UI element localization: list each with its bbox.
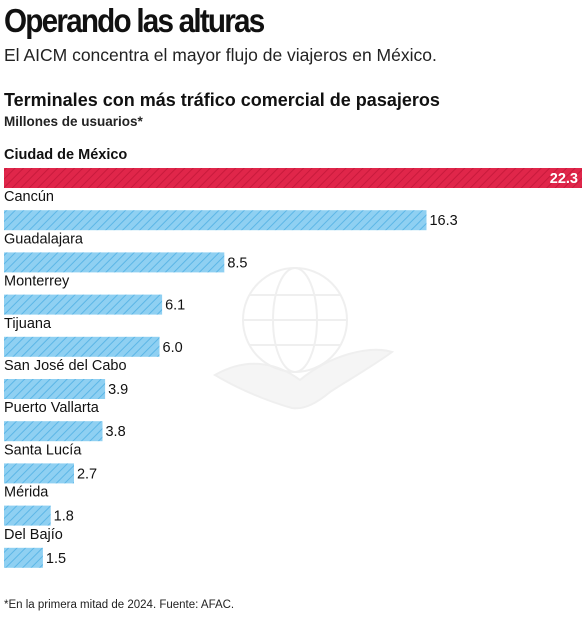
page-subtitle: El AICM concentra el mayor flujo de viaj… xyxy=(4,45,437,65)
bar-santa-lucia xyxy=(4,463,74,484)
value-label-guadalajara: 8.5 xyxy=(227,255,247,271)
footnote: *En la primera mitad de 2024. Fuente: AF… xyxy=(4,599,235,611)
value-label-merida: 1.8 xyxy=(54,509,74,525)
bar-chart: Ciudad de México 22.3 Cancún 16.3 Guadalajar… xyxy=(4,147,582,568)
bar-tijuana xyxy=(4,336,160,357)
bar-puerto-vallarta xyxy=(4,421,103,442)
category-label-cancun: Cancún xyxy=(4,189,54,205)
bar-cancun xyxy=(4,210,427,231)
chart-title: Terminales con más tráfico comercial de … xyxy=(4,90,440,110)
category-label-monterrey: Monterrey xyxy=(4,274,70,290)
value-label-santa-lucia: 2.7 xyxy=(77,466,97,482)
value-label-puerto-vallarta: 3.8 xyxy=(105,424,125,440)
value-label-monterrey: 6.1 xyxy=(165,298,185,314)
category-label-tijuana: Tijuana xyxy=(4,316,52,332)
bar-merida xyxy=(4,505,51,526)
category-label-merida: Mérida xyxy=(4,485,49,501)
category-label-san-jose-del-cabo: San José del Cabo xyxy=(4,358,127,374)
value-label-tijuana: 6.0 xyxy=(163,340,183,356)
category-label-guadalajara: Guadalajara xyxy=(4,231,84,247)
bar-guadalajara xyxy=(4,252,225,273)
chart-unit-label: Millones de usuarios* xyxy=(4,114,143,129)
value-label-cancun: 16.3 xyxy=(429,213,457,229)
bar-del-bajio xyxy=(4,547,43,568)
page-title: Operando las alturas xyxy=(4,2,265,39)
bar-san-jose-del-cabo xyxy=(4,379,106,399)
bar-monterrey xyxy=(4,294,163,315)
category-label-del-bajio: Del Bajío xyxy=(4,527,63,543)
category-label-ciudad-de-mexico: Ciudad de México xyxy=(4,147,127,163)
category-label-puerto-vallarta: Puerto Vallarta xyxy=(4,400,100,416)
value-label-san-jose-del-cabo: 3.9 xyxy=(108,382,128,398)
eagle-watermark-icon xyxy=(213,267,395,410)
value-label-del-bajio: 1.5 xyxy=(46,551,66,567)
category-label-santa-lucia: Santa Lucía xyxy=(4,442,82,458)
value-label-ciudad-de-mexico: 22.3 xyxy=(550,171,578,187)
bar-ciudad-de-mexico xyxy=(4,168,582,188)
